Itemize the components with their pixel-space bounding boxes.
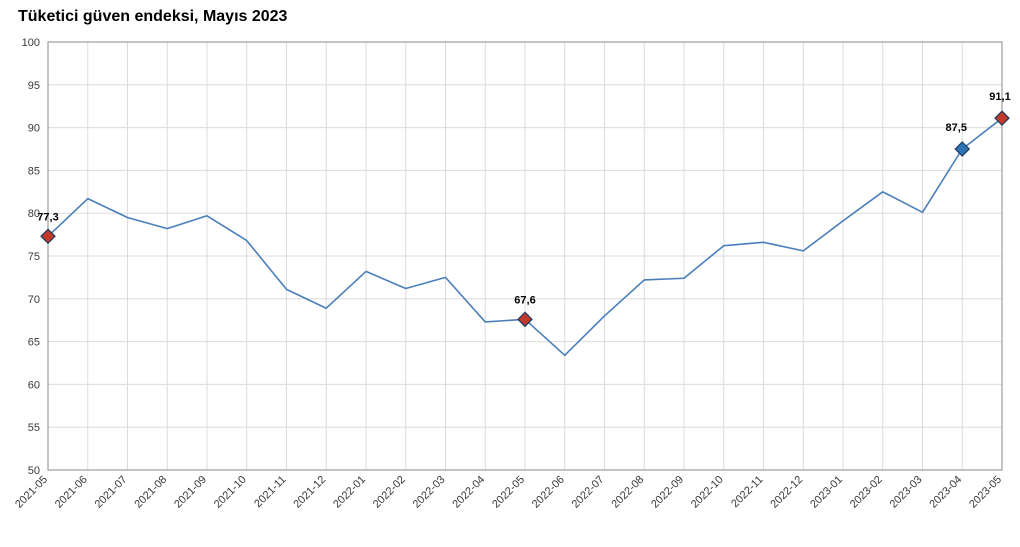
y-tick-label: 65 xyxy=(28,337,40,349)
y-tick-label: 100 xyxy=(22,37,40,49)
y-tick-label: 55 xyxy=(28,422,40,434)
chart-title: Tüketici güven endeksi, Mayıs 2023 xyxy=(18,8,287,26)
y-tick-label: 60 xyxy=(28,379,40,391)
y-tick-label: 95 xyxy=(28,80,40,92)
y-tick-label: 75 xyxy=(28,251,40,263)
y-tick-label: 90 xyxy=(28,123,40,135)
y-tick-label: 70 xyxy=(28,294,40,306)
chart-container: Tüketici güven endeksi, Mayıs 2023 50556… xyxy=(0,0,1020,547)
y-tick-label: 85 xyxy=(28,165,40,177)
data-label: 77,3 xyxy=(37,211,58,223)
y-tick-label: 50 xyxy=(28,465,40,477)
data-label: 67,6 xyxy=(514,294,535,306)
data-label: 91,1 xyxy=(989,91,1010,103)
data-label: 87,5 xyxy=(946,122,967,134)
chart-svg: 505560657075808590951002021-052021-06202… xyxy=(0,0,1020,547)
